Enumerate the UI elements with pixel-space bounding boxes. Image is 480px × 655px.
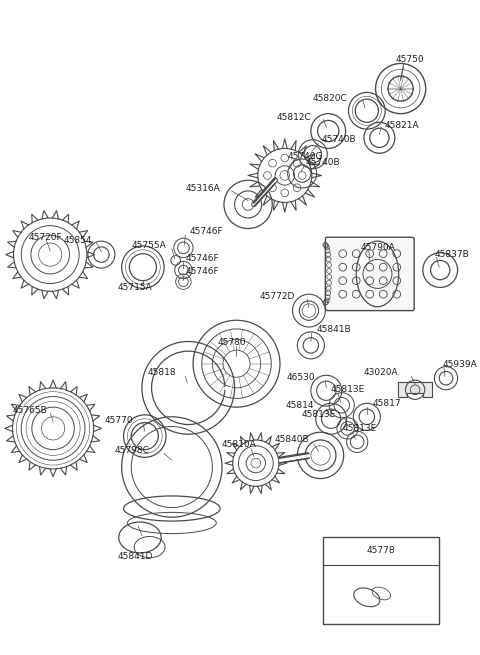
Text: 45813E: 45813E <box>302 411 336 419</box>
Text: 45813E: 45813E <box>343 424 377 433</box>
Text: 45746F: 45746F <box>185 267 219 276</box>
Text: 45720F: 45720F <box>29 233 62 242</box>
Text: 45772D: 45772D <box>260 291 295 301</box>
Text: 45841D: 45841D <box>118 552 153 561</box>
Text: 43020A: 43020A <box>363 368 398 377</box>
Text: 45790A: 45790A <box>360 244 395 252</box>
Text: 45316A: 45316A <box>185 183 220 193</box>
Text: 45746F: 45746F <box>189 227 223 236</box>
FancyBboxPatch shape <box>325 237 414 310</box>
Text: 45939A: 45939A <box>442 360 477 369</box>
Circle shape <box>410 385 420 394</box>
Text: 45715A: 45715A <box>118 283 153 292</box>
Text: 45765B: 45765B <box>12 405 48 415</box>
Text: 45740G: 45740G <box>288 152 323 160</box>
Text: 45818: 45818 <box>147 368 176 377</box>
Text: 45798C: 45798C <box>115 446 150 455</box>
Text: 45820C: 45820C <box>313 94 348 103</box>
Text: 45813E: 45813E <box>330 385 364 394</box>
Text: 45854: 45854 <box>63 236 92 244</box>
Text: 45810A: 45810A <box>222 440 257 449</box>
Text: 45755A: 45755A <box>132 242 166 250</box>
Text: 45740B: 45740B <box>305 159 340 168</box>
Text: 45821A: 45821A <box>384 121 419 130</box>
Bar <box>324 538 439 624</box>
Text: 45780: 45780 <box>217 338 246 347</box>
Text: 45841B: 45841B <box>317 326 351 335</box>
Text: 45840B: 45840B <box>274 436 309 445</box>
Text: 45814: 45814 <box>285 401 314 410</box>
Text: 45750: 45750 <box>396 55 424 64</box>
Text: 45740B: 45740B <box>322 135 356 144</box>
Text: 45778: 45778 <box>367 546 396 555</box>
Text: 45812C: 45812C <box>276 113 311 122</box>
Text: 45770: 45770 <box>105 416 133 425</box>
Text: 45746F: 45746F <box>185 254 219 263</box>
Text: 45837B: 45837B <box>434 250 469 259</box>
Text: 45817: 45817 <box>372 399 401 408</box>
Text: 46530: 46530 <box>286 373 315 382</box>
Polygon shape <box>398 382 432 398</box>
